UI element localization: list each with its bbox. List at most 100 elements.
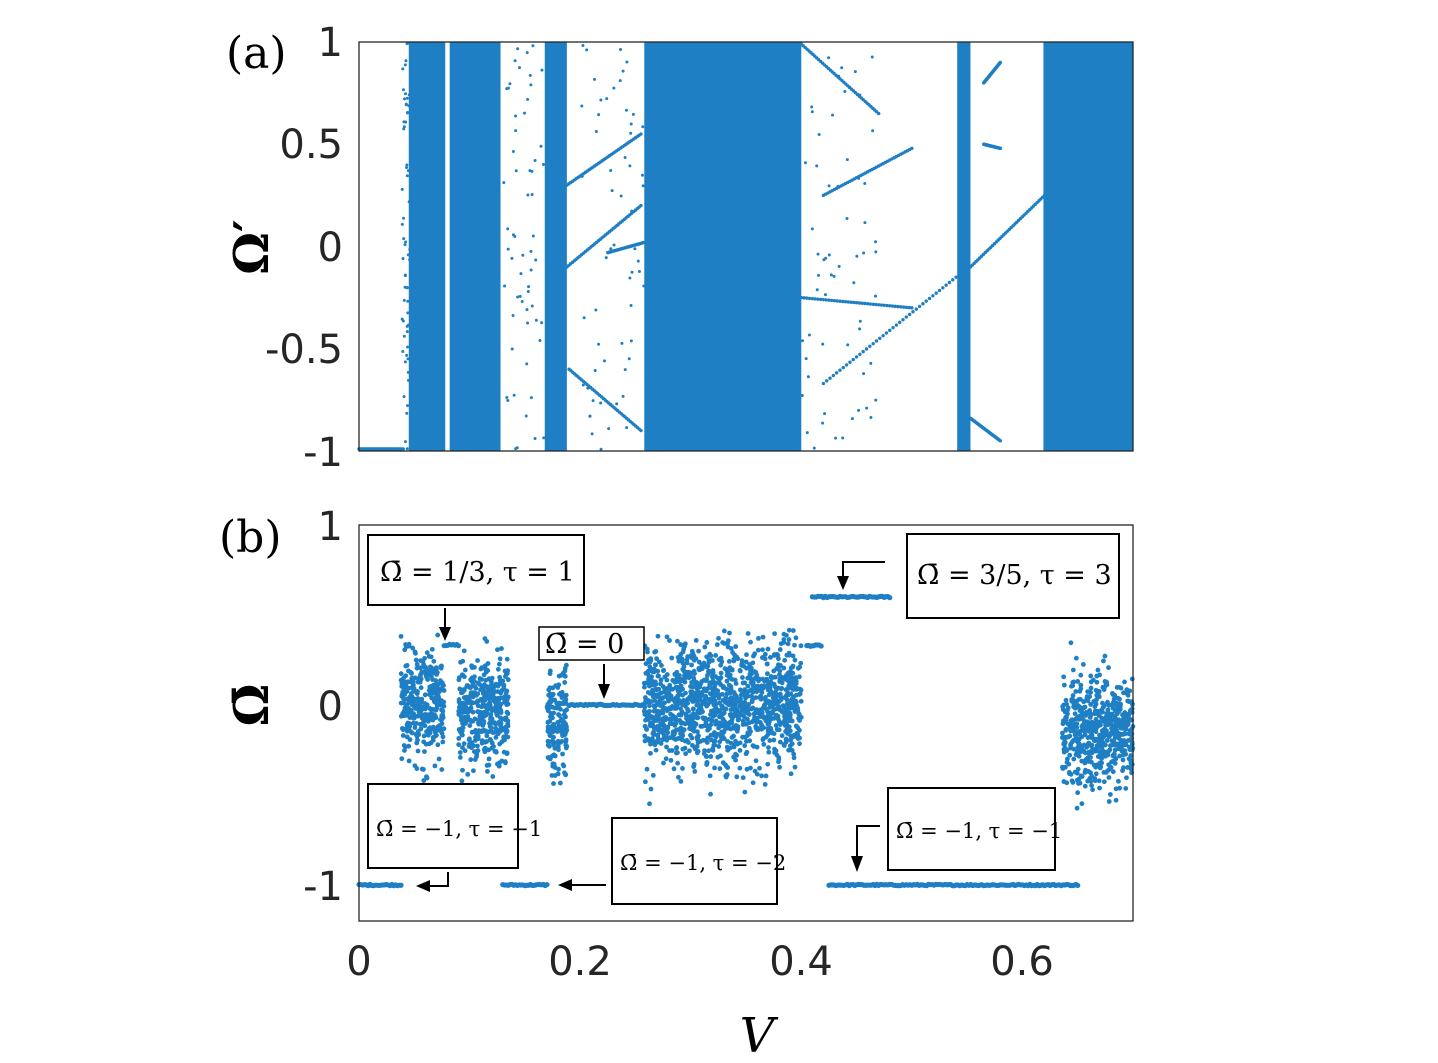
bifurcation-point [534,258,538,262]
data-point [746,731,752,737]
data-point [691,764,697,770]
bifurcation-point [616,223,620,227]
data-point [1112,692,1118,698]
data-point [733,751,738,757]
annotation-box [906,533,1120,619]
data-point [418,685,424,691]
data-point [726,668,731,674]
data-point [429,716,435,722]
data-point [1085,719,1091,725]
data-point [459,672,465,678]
data-point [673,737,678,742]
data-point [408,707,414,713]
data-point [1106,799,1112,804]
bifurcation-point [910,146,914,151]
data-point [744,652,749,658]
bifurcation-point [525,308,529,312]
bifurcation-point [865,406,869,410]
data-point [459,731,465,737]
data-point [757,694,762,700]
data-point [642,684,647,690]
data-point [493,749,499,754]
panel-b-xtick-label: 0.6 [990,939,1054,985]
data-point [545,742,551,748]
data-point [1099,760,1105,766]
data-point [498,701,504,707]
data-point [487,723,493,729]
data-point [1098,764,1104,770]
panel-b-axes-box [358,524,1134,922]
data-point [725,638,731,644]
bifurcation-point [804,357,808,361]
bifurcation-point [888,328,892,333]
bifurcation-point [874,339,879,343]
data-point [405,679,411,685]
bifurcation-point [599,98,603,102]
data-point [556,712,561,717]
data-point [1102,653,1108,659]
data-point [658,677,664,683]
annotation-text: Ω̄ = 3/5, τ = 3 [917,560,1112,591]
bifurcation-point [832,274,836,278]
data-point [487,700,493,706]
bifurcation-point [403,440,407,444]
data-point [1073,705,1078,711]
data-point [1129,761,1135,767]
bifurcation-point [526,321,530,325]
data-point [1074,805,1080,811]
panel-a-ytick-label: 0 [318,225,343,271]
bifurcation-point [534,318,538,322]
data-point [689,679,695,685]
data-point [720,685,726,690]
bifurcation-point [825,379,829,383]
data-point [1109,702,1115,708]
bifurcation-point [884,331,889,335]
data-point [777,679,783,684]
data-point [473,734,478,740]
data-point [691,698,697,704]
bifurcation-point [861,349,865,354]
data-point [689,662,694,668]
bifurcation-point [627,357,631,361]
annotation-zero: Ω̄ = 0 [538,626,645,699]
data-point [684,657,690,663]
data-point [460,700,466,706]
bifurcation-point [914,307,918,311]
data-point [667,721,673,727]
data-point [1112,760,1118,766]
data-point [793,635,799,641]
data-point [1087,708,1093,713]
chaotic-band [544,42,567,451]
data-point [1068,728,1074,734]
bifurcation-point [863,301,867,306]
bifurcation-point [869,416,873,420]
data-point [693,638,699,643]
bifurcation-point [541,162,545,166]
data-point [468,677,474,683]
bifurcation-point [868,302,873,306]
data-point [413,650,418,656]
data-point [759,773,765,779]
data-point [498,690,504,696]
data-point [1061,702,1067,708]
panel-b-xlabel: V [740,1008,779,1063]
data-point [550,729,556,735]
bifurcation-point [829,273,833,277]
data-point [424,674,429,680]
data-point [654,694,660,699]
data-point [1104,682,1110,688]
data-point [460,767,465,773]
bifurcation-point [642,284,646,288]
bifurcation-point [822,258,826,262]
panel-b-ytick-label: 1 [318,504,343,550]
bifurcation-point [834,371,839,375]
data-point [489,706,495,712]
data-point [651,708,657,714]
data-point [755,683,761,689]
bifurcation-point [1042,193,1047,198]
data-point [671,766,677,772]
bifurcation-point [890,304,895,308]
data-point [504,656,510,662]
chaotic-band [644,42,802,451]
data-point [1098,722,1103,728]
